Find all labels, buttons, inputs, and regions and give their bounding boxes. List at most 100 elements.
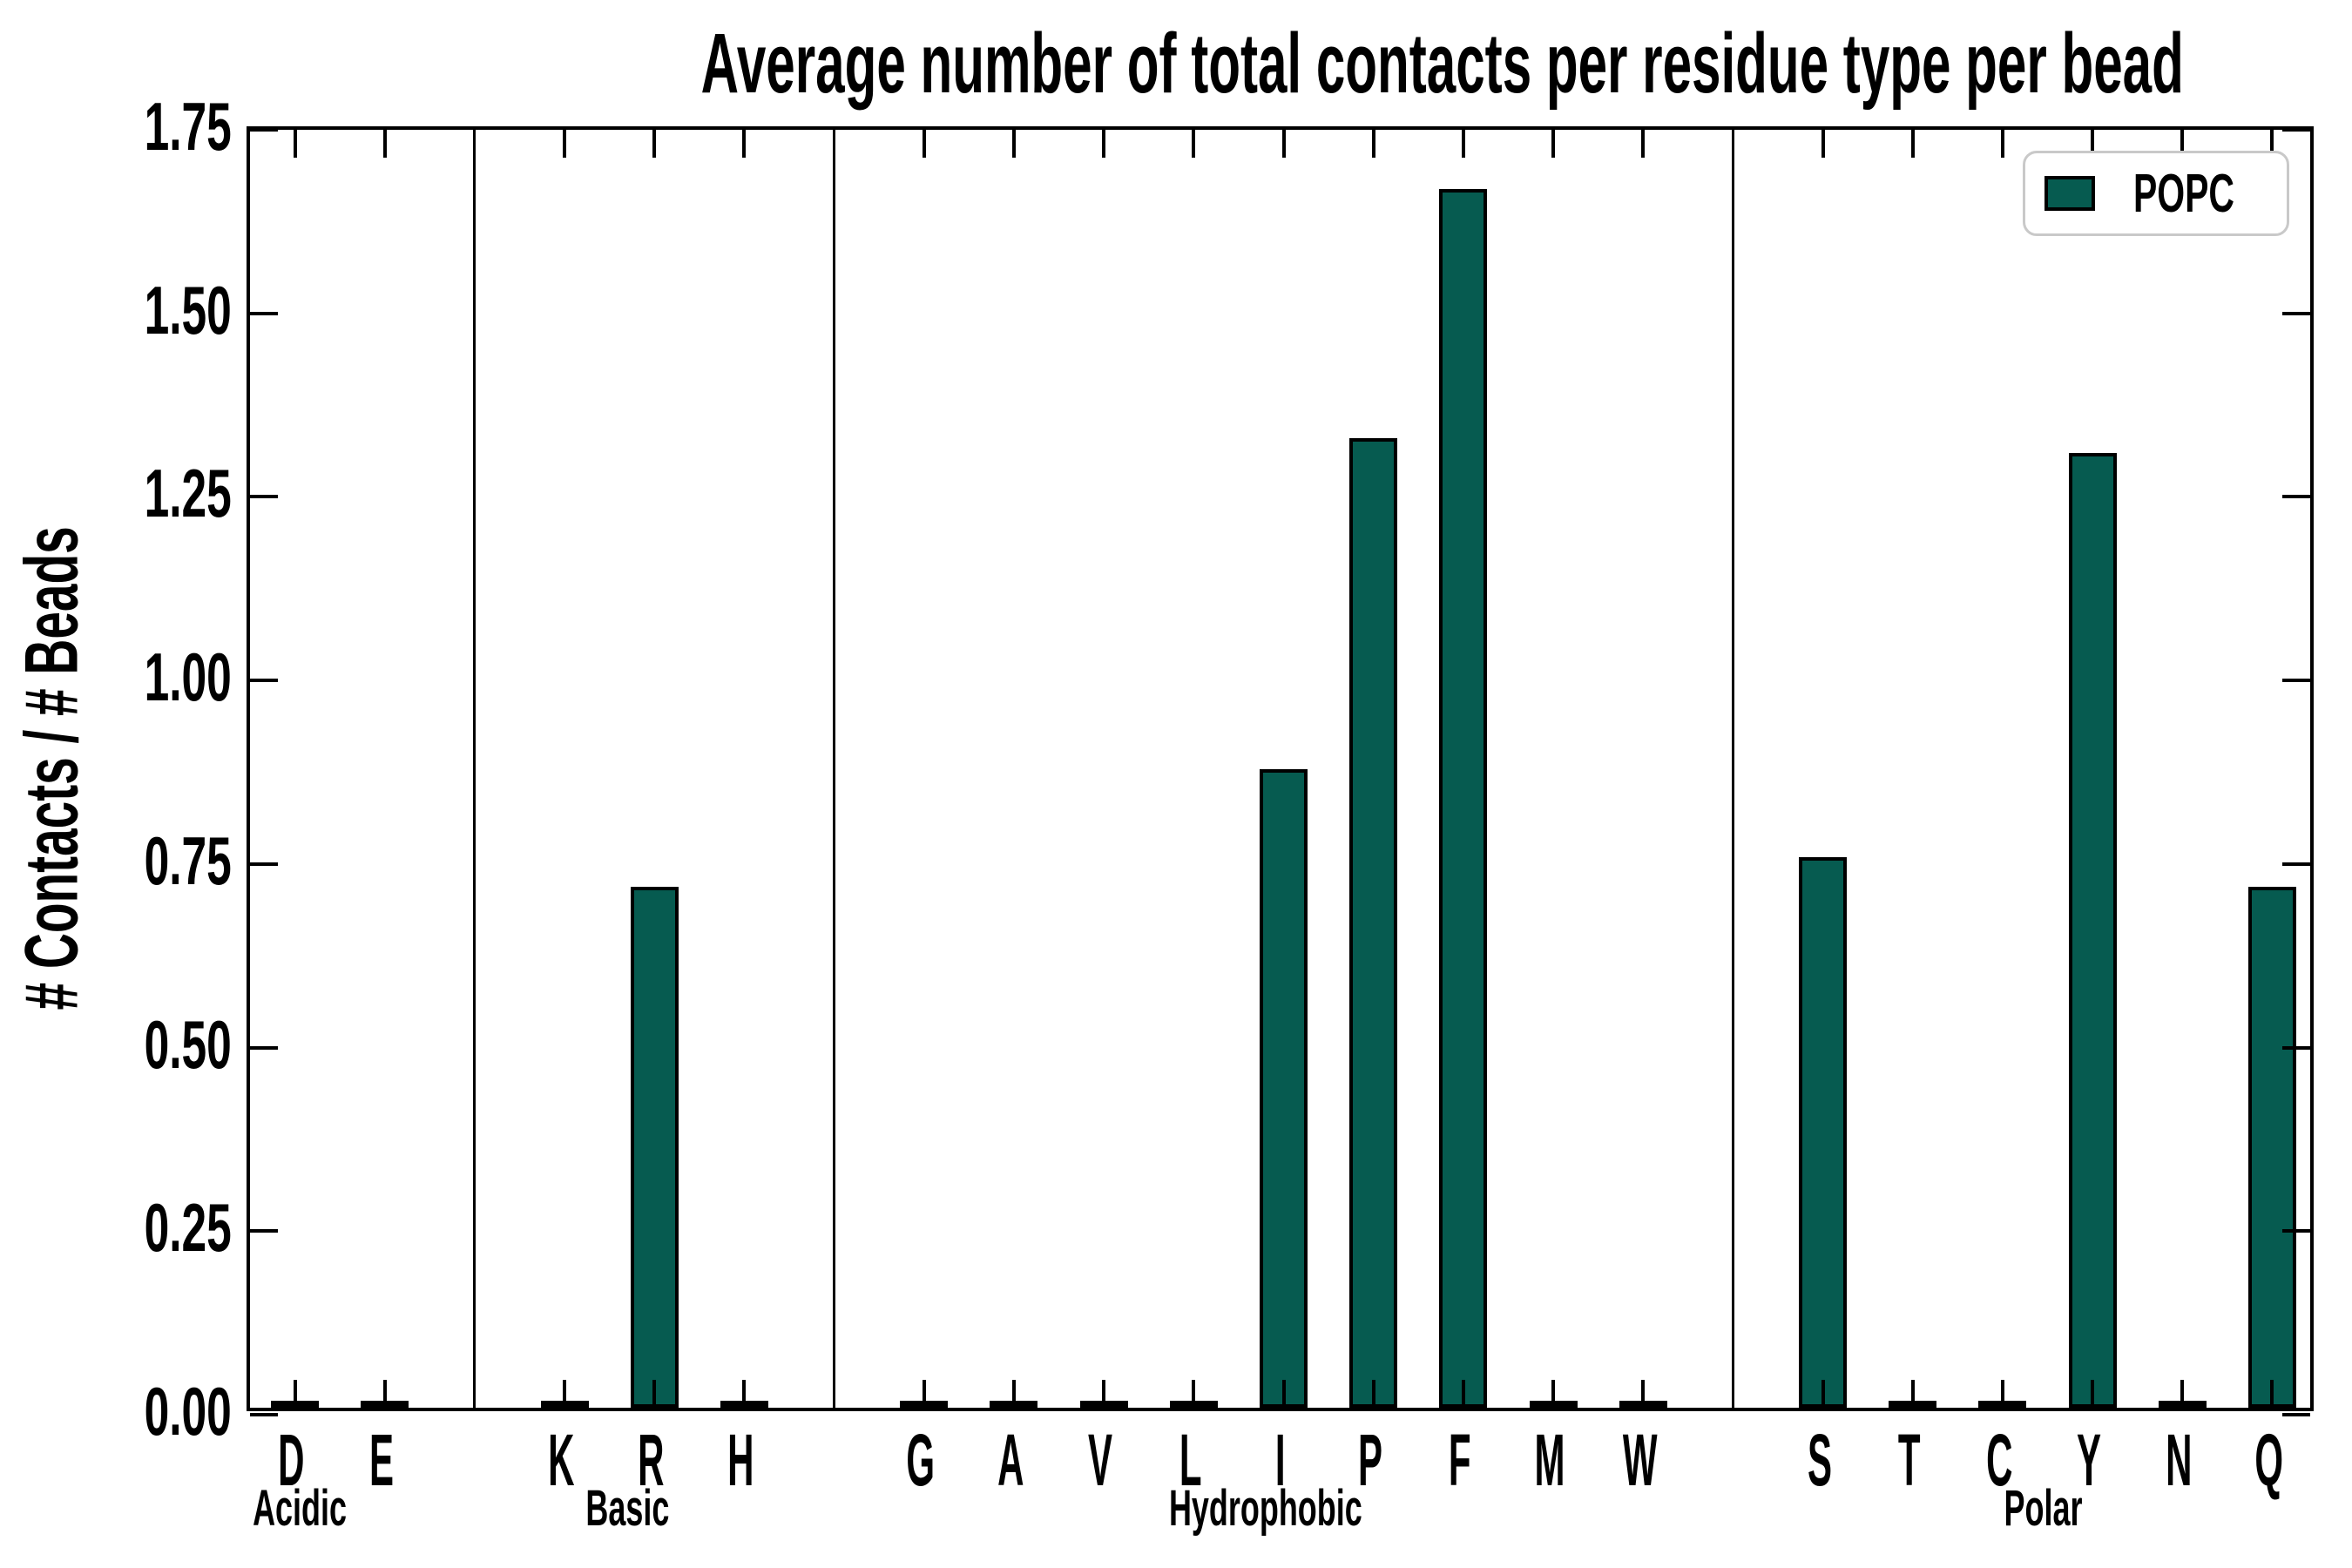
x-tick-bottom-L	[1192, 1380, 1196, 1408]
x-tick-label-D: D	[231, 1420, 353, 1500]
x-tick-top-H	[742, 130, 747, 158]
x-tick-label-V-text: V	[1088, 1419, 1113, 1501]
bar-Q	[2247, 887, 2296, 1408]
x-tick-label-R: R	[590, 1420, 712, 1500]
y-tick-label-5-text: 1.25	[144, 455, 232, 532]
x-tick-label-T-text: T	[1897, 1419, 1921, 1501]
legend: POPC	[2023, 151, 2289, 236]
x-tick-bottom-A	[1011, 1380, 1016, 1408]
x-tick-label-I-text: I	[1274, 1419, 1286, 1501]
y-tick-left-4	[250, 679, 278, 683]
y-tick-label-4: 1.00	[23, 642, 232, 712]
legend-swatch-popc	[2044, 176, 2096, 211]
x-tick-top-G	[922, 130, 926, 158]
y-tick-label-1-text: 0.25	[144, 1189, 232, 1267]
x-tick-label-M: M	[1489, 1420, 1611, 1500]
y-tick-label-7-text: 1.75	[144, 88, 232, 165]
group-label-acidic: Acidic	[117, 1481, 483, 1537]
y-tick-right-2	[2282, 1045, 2310, 1050]
x-tick-top-W	[1641, 130, 1646, 158]
x-tick-top-M	[1551, 130, 1556, 158]
x-tick-label-M-text: M	[1534, 1419, 1565, 1501]
y-tick-right-1	[2282, 1229, 2310, 1233]
x-tick-bottom-K	[563, 1380, 567, 1408]
x-tick-bottom-T	[1910, 1380, 1915, 1408]
x-tick-bottom-I	[1281, 1380, 1286, 1408]
bar-I	[1260, 769, 1308, 1408]
x-tick-top-F	[1461, 130, 1465, 158]
x-tick-top-C	[2000, 130, 2004, 158]
x-tick-label-N-text: N	[2166, 1419, 2193, 1501]
x-tick-label-K-text: K	[547, 1419, 575, 1501]
x-tick-bottom-E	[382, 1380, 387, 1408]
legend-label: POPC	[2133, 163, 2235, 224]
x-tick-label-H: H	[679, 1420, 801, 1500]
x-tick-label-F: F	[1399, 1420, 1521, 1500]
x-tick-label-A: A	[950, 1420, 1071, 1500]
group-label-basic: Basic	[444, 1481, 810, 1537]
x-tick-bottom-Q	[2270, 1380, 2274, 1408]
x-tick-bottom-F	[1461, 1380, 1465, 1408]
x-tick-label-C: C	[1938, 1420, 2060, 1500]
x-tick-bottom-Y	[2091, 1380, 2095, 1408]
x-tick-top-P	[1371, 130, 1375, 158]
x-tick-label-C-text: C	[1985, 1419, 2013, 1501]
x-tick-label-G-text: G	[906, 1419, 936, 1501]
x-tick-top-Q	[2270, 130, 2274, 158]
y-tick-label-2: 0.50	[23, 1010, 232, 1079]
x-tick-top-L	[1192, 130, 1196, 158]
x-tick-label-Y: Y	[2028, 1420, 2150, 1500]
x-tick-label-W-text: W	[1622, 1419, 1658, 1501]
y-tick-label-6: 1.50	[23, 275, 232, 345]
x-tick-bottom-D	[293, 1380, 297, 1408]
legend-entry: POPC	[2133, 163, 2287, 225]
x-tick-label-T: T	[1848, 1420, 1970, 1500]
x-tick-label-R-text: R	[638, 1419, 665, 1501]
group-label-basic-text: Basic	[585, 1480, 670, 1537]
x-tick-label-L: L	[1129, 1420, 1251, 1500]
x-tick-bottom-G	[922, 1380, 926, 1408]
y-axis-label: # Contacts / # Beads	[10, 526, 94, 1010]
y-tick-left-3	[250, 862, 278, 866]
y-tick-left-0	[250, 1413, 278, 1416]
x-tick-label-Y-text: Y	[2077, 1419, 2102, 1501]
x-tick-bottom-N	[2180, 1380, 2185, 1408]
y-tick-label-5: 1.25	[23, 458, 232, 528]
y-tick-right-7	[2282, 128, 2310, 132]
bar-P	[1349, 438, 1398, 1408]
group-divider-0	[473, 130, 476, 1408]
y-tick-left-7	[250, 128, 278, 132]
x-tick-label-S-text: S	[1807, 1419, 1832, 1501]
bar-F	[1439, 189, 1488, 1408]
y-tick-label-0: 0.00	[23, 1376, 232, 1446]
chart-title: Average number of total contacts per res…	[700, 16, 2184, 111]
x-tick-top-S	[1821, 130, 1825, 158]
x-tick-label-V: V	[1039, 1420, 1161, 1500]
y-tick-label-7: 1.75	[23, 91, 232, 161]
x-tick-top-Y	[2091, 130, 2095, 158]
x-tick-top-N	[2180, 130, 2185, 158]
x-tick-label-P-text: P	[1357, 1419, 1382, 1501]
y-tick-right-6	[2282, 311, 2310, 315]
x-tick-label-L-text: L	[1179, 1419, 1202, 1501]
x-tick-top-R	[652, 130, 657, 158]
y-tick-label-3-text: 0.75	[144, 821, 232, 899]
x-tick-bottom-W	[1641, 1380, 1646, 1408]
y-tick-label-2-text: 0.50	[144, 1005, 232, 1083]
x-tick-label-D-text: D	[278, 1419, 305, 1501]
y-tick-left-5	[250, 495, 278, 499]
y-tick-right-5	[2282, 495, 2310, 499]
x-tick-label-F-text: F	[1449, 1419, 1471, 1501]
x-tick-top-D	[293, 130, 297, 158]
x-tick-bottom-V	[1102, 1380, 1106, 1408]
group-divider-2	[1731, 130, 1734, 1408]
x-tick-label-P: P	[1309, 1420, 1431, 1500]
x-tick-label-Q: Q	[2207, 1420, 2329, 1500]
group-label-hydrophobic-text: Hydrophobic	[1168, 1480, 1362, 1537]
x-tick-top-I	[1281, 130, 1286, 158]
x-tick-bottom-C	[2000, 1380, 2004, 1408]
x-tick-bottom-H	[742, 1380, 747, 1408]
x-tick-label-G: G	[860, 1420, 982, 1500]
group-label-hydrophobic: Hydrophobic	[1083, 1481, 1449, 1537]
